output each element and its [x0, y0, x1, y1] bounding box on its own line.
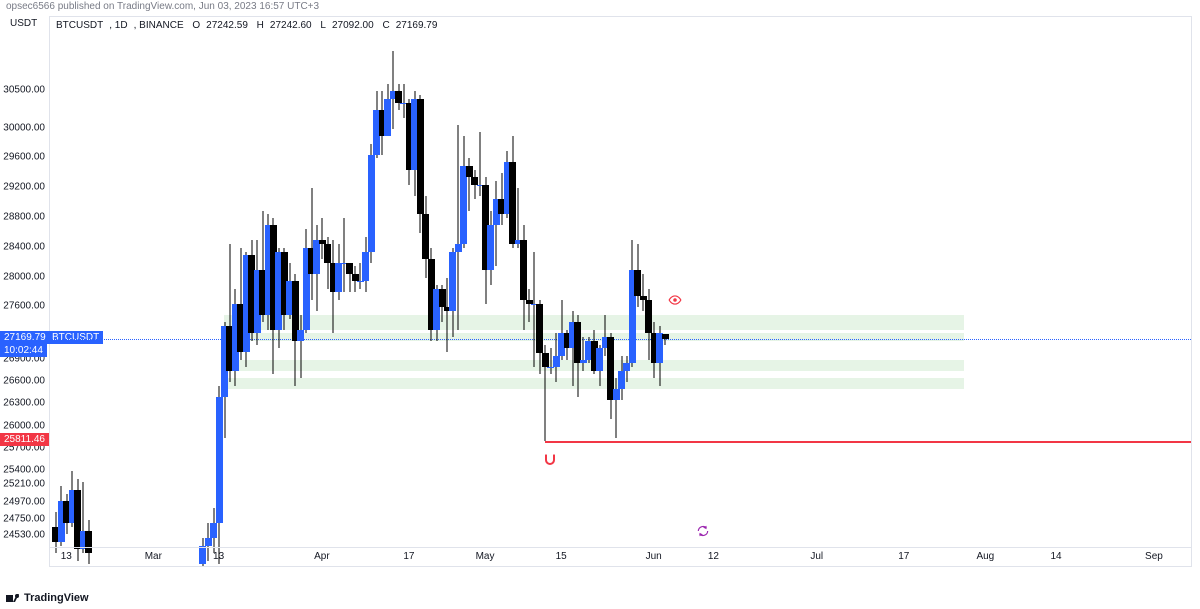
x-tick: Jul: [810, 551, 823, 562]
y-tick: 30000.00: [3, 122, 45, 133]
y-tick: 30500.00: [3, 85, 45, 96]
y-tick: 29200.00: [3, 182, 45, 193]
legend-o-label: O: [192, 20, 200, 31]
countdown-tag: 10:02:44: [0, 344, 47, 357]
y-axis-currency: USDT: [10, 18, 37, 29]
legend-o: 27242.59: [206, 20, 248, 31]
legend-c: 27169.79: [396, 20, 438, 31]
y-tick: 28000.00: [3, 271, 45, 282]
x-tick: 13: [213, 551, 224, 562]
legend-h-label: H: [257, 20, 264, 31]
y-tick: 26000.00: [3, 420, 45, 431]
y-tick: 25400.00: [3, 465, 45, 476]
x-tick: Sep: [1145, 551, 1163, 562]
legend-exchange: BINANCE: [139, 20, 183, 31]
x-tick: 17: [403, 551, 414, 562]
y-tick: 24970.00: [3, 497, 45, 508]
chart-area: USDT 30500.00 30000.00 29600.00 29200.00 288…: [0, 16, 1200, 587]
y-axis: USDT 30500.00 30000.00 29600.00 29200.00 288…: [0, 16, 50, 567]
y-tick: 24750.00: [3, 513, 45, 524]
y-tick: 28800.00: [3, 212, 45, 223]
footer: TradingView: [0, 587, 1200, 609]
x-tick: May: [476, 551, 495, 562]
support-line: [545, 441, 1192, 443]
x-tick: 14: [1050, 551, 1061, 562]
x-tick: 12: [708, 551, 719, 562]
chart-legend: BTCUSDT, 1D, BINANCE O27242.59 H27242.60…: [56, 20, 443, 31]
last-price-tag: 27169.79: [0, 331, 50, 344]
price-zone: [224, 378, 964, 389]
y-tick: 28400.00: [3, 241, 45, 252]
chart-plot[interactable]: BTCUSDT, 1D, BINANCE O27242.59 H27242.60…: [50, 16, 1192, 567]
magnet-icon: [542, 452, 558, 468]
x-tick: Jun: [646, 551, 662, 562]
legend-l-label: L: [320, 20, 326, 31]
y-tick: 26600.00: [3, 375, 45, 386]
y-tick: 24530.00: [3, 529, 45, 540]
y-tick: 26300.00: [3, 398, 45, 409]
legend-h: 27242.60: [270, 20, 312, 31]
legend-symbol: BTCUSDT: [56, 20, 103, 31]
y-tick: 25210.00: [3, 479, 45, 490]
eye-icon: [668, 293, 682, 307]
x-tick: 13: [61, 551, 72, 562]
support-price-tag: 25811.46: [0, 433, 49, 446]
publish-info: opsec6566 published on TradingView.com, …: [0, 0, 1200, 16]
cycle-icon: [696, 524, 710, 538]
y-tick: 29600.00: [3, 152, 45, 163]
y-tick: 27600.00: [3, 301, 45, 312]
x-tick: Aug: [976, 551, 994, 562]
x-axis: 13 Mar 13 Apr 17 May 15 Jun 12 Jul 17 Aug 14 Sep: [50, 547, 1192, 567]
legend-l: 27092.00: [332, 20, 374, 31]
x-tick: Mar: [145, 551, 162, 562]
price-zone: [224, 315, 964, 330]
legend-c-label: C: [382, 20, 389, 31]
legend-interval: 1D: [115, 20, 128, 31]
x-tick: 17: [898, 551, 909, 562]
tradingview-logo-icon: [6, 591, 20, 605]
price-pane: USDT 30500.00 30000.00 29600.00 29200.00 288…: [0, 16, 1200, 567]
footer-brand: TradingView: [24, 592, 89, 604]
x-tick: 15: [556, 551, 567, 562]
x-tick: Apr: [314, 551, 330, 562]
